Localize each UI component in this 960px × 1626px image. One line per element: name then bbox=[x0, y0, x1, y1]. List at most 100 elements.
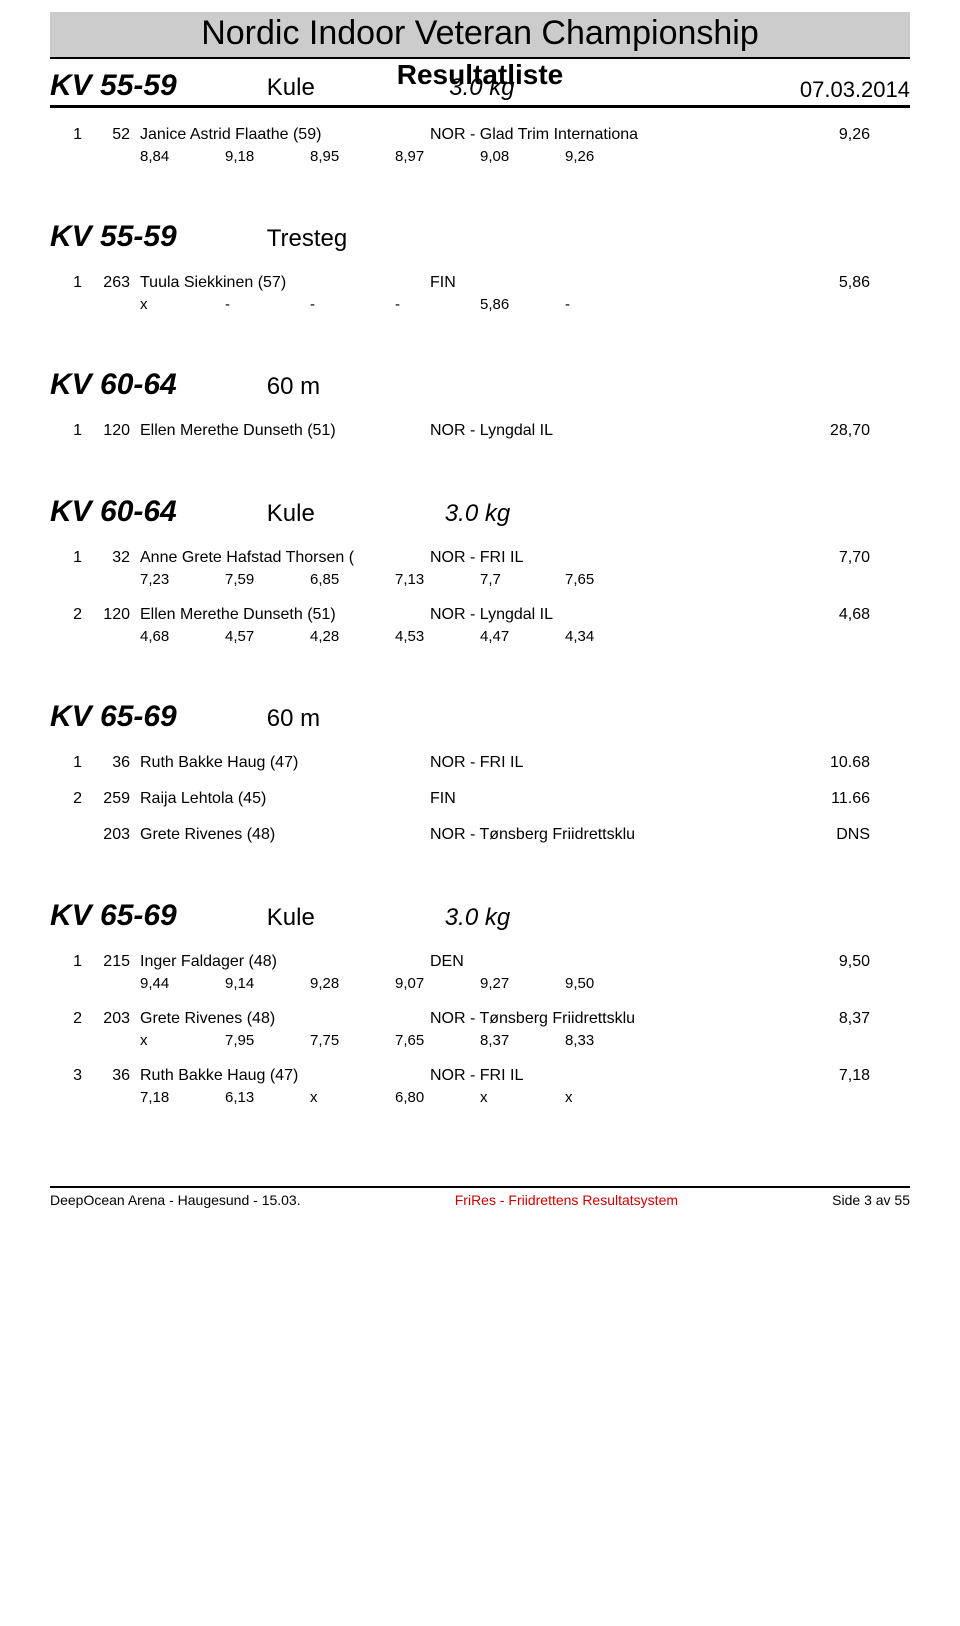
result-mark: 7,18 bbox=[730, 1067, 910, 1085]
result-row: 2259Raija Lehtola (45)FIN11.66 bbox=[50, 790, 910, 808]
result-name: Ruth Bakke Haug (47) bbox=[140, 1067, 430, 1085]
result-club: NOR - Lyngdal IL bbox=[430, 606, 730, 624]
section-head: KV 60-64Kule3.0 kg bbox=[50, 495, 910, 529]
attempt-value: x bbox=[480, 1089, 565, 1106]
event-name: 60 m bbox=[267, 705, 320, 732]
result-name: Ellen Merethe Dunseth (51) bbox=[140, 422, 430, 440]
attempt-value: 7,95 bbox=[225, 1032, 310, 1049]
event-name: Kule bbox=[267, 904, 315, 931]
result-place: 1 bbox=[50, 549, 90, 567]
attempt-value: - bbox=[395, 296, 480, 313]
section-head: KV 65-69 60 m bbox=[50, 700, 910, 734]
result-bib: 203 bbox=[90, 1010, 140, 1028]
first-section-rows: 152Janice Astrid Flaathe (59)NOR - Glad … bbox=[50, 126, 910, 165]
class-label: KV 65-69 bbox=[50, 700, 177, 734]
result-row: 1263Tuula Siekkinen (57)FIN5,86 bbox=[50, 274, 910, 292]
attempts-row: x7,957,757,658,378,33 bbox=[50, 1032, 910, 1049]
attempt-value: 7,65 bbox=[395, 1032, 480, 1049]
attempt-value: 8,84 bbox=[140, 148, 225, 165]
attempt-value: 8,37 bbox=[480, 1032, 565, 1049]
attempt-value: - bbox=[565, 296, 650, 313]
result-name: Anne Grete Hafstad Thorsen ( bbox=[140, 549, 430, 567]
attempt-value: 9,07 bbox=[395, 975, 480, 992]
attempt-value: x bbox=[310, 1089, 395, 1106]
section-rows: 132Anne Grete Hafstad Thorsen (NOR - FRI… bbox=[50, 549, 910, 645]
result-place: 2 bbox=[50, 606, 90, 624]
attempt-value: 7,18 bbox=[140, 1089, 225, 1106]
footer-center: FriRes - Friidrettens Resultatsystem bbox=[455, 1192, 678, 1208]
attempt-value: 7,23 bbox=[140, 571, 225, 588]
event-name: Tresteg bbox=[267, 225, 347, 252]
result-mark: 11.66 bbox=[730, 790, 910, 808]
result-mark: 4,68 bbox=[730, 606, 910, 624]
result-mark: 8,37 bbox=[730, 1010, 910, 1028]
event-name: Kule bbox=[267, 500, 315, 527]
subheader: Resultatliste KV 55-59 Kule 3.0 kg 07.03… bbox=[50, 59, 910, 108]
result-mark: 28,70 bbox=[730, 422, 910, 440]
result-club: NOR - Tønsberg Friidrettsklu bbox=[430, 1010, 730, 1028]
result-club: NOR - Lyngdal IL bbox=[430, 422, 730, 440]
result-mark: 5,86 bbox=[730, 274, 910, 292]
result-club: DEN bbox=[430, 953, 730, 971]
attempt-value: 4,53 bbox=[395, 628, 480, 645]
attempt-value: 8,95 bbox=[310, 148, 395, 165]
attempt-value: 4,57 bbox=[225, 628, 310, 645]
result-bib: 203 bbox=[90, 826, 140, 844]
result-row: 132Anne Grete Hafstad Thorsen (NOR - FRI… bbox=[50, 549, 910, 567]
attempt-value: 4,34 bbox=[565, 628, 650, 645]
result-row: 136Ruth Bakke Haug (47)NOR - FRI IL10.68 bbox=[50, 754, 910, 772]
result-club: NOR - FRI IL bbox=[430, 549, 730, 567]
class-label: KV 60-64 bbox=[50, 368, 177, 402]
section-head: KV 55-59Tresteg bbox=[50, 220, 910, 254]
result-row: 2120Ellen Merethe Dunseth (51)NOR - Lyng… bbox=[50, 606, 910, 624]
result-mark: 9,26 bbox=[730, 126, 910, 144]
result-place: 3 bbox=[50, 1067, 90, 1085]
result-name: Raija Lehtola (45) bbox=[140, 790, 430, 808]
attempt-value: 4,47 bbox=[480, 628, 565, 645]
result-club: NOR - FRI IL bbox=[430, 1067, 730, 1085]
result-bib: 215 bbox=[90, 953, 140, 971]
header-date: 07.03.2014 bbox=[800, 77, 910, 103]
result-bib: 32 bbox=[90, 549, 140, 567]
footer: DeepOcean Arena - Haugesund - 15.03. Fri… bbox=[50, 1186, 910, 1208]
attempt-value: 8,97 bbox=[395, 148, 480, 165]
subtitle: Resultatliste bbox=[397, 59, 564, 91]
attempt-value: 9,44 bbox=[140, 975, 225, 992]
section-rows: 1263Tuula Siekkinen (57)FIN5,86x---5,86- bbox=[50, 274, 910, 313]
attempt-value: 7,75 bbox=[310, 1032, 395, 1049]
footer-right: Side 3 av 55 bbox=[832, 1192, 910, 1208]
result-club: FIN bbox=[430, 790, 730, 808]
attempt-value: x bbox=[565, 1089, 650, 1106]
sections-container: KV 55-59Tresteg1263Tuula Siekkinen (57)F… bbox=[50, 220, 910, 1106]
attempt-value: 7,59 bbox=[225, 571, 310, 588]
result-name: Tuula Siekkinen (57) bbox=[140, 274, 430, 292]
result-bib: 259 bbox=[90, 790, 140, 808]
result-bib: 263 bbox=[90, 274, 140, 292]
result-place: 2 bbox=[50, 790, 90, 808]
result-row: 336Ruth Bakke Haug (47)NOR - FRI IL7,18 bbox=[50, 1067, 910, 1085]
class-label: KV 65-69 bbox=[50, 899, 177, 933]
event-spec: 3.0 kg bbox=[445, 904, 510, 931]
attempt-value: 6,13 bbox=[225, 1089, 310, 1106]
attempt-value: - bbox=[225, 296, 310, 313]
result-place: 1 bbox=[50, 126, 90, 144]
attempt-value: 9,50 bbox=[565, 975, 650, 992]
result-club: NOR - FRI IL bbox=[430, 754, 730, 772]
result-mark: 10.68 bbox=[730, 754, 910, 772]
result-mark: DNS bbox=[730, 826, 910, 844]
result-place: 1 bbox=[50, 754, 90, 772]
result-mark: 9,50 bbox=[730, 953, 910, 971]
result-name: Grete Rivenes (48) bbox=[140, 826, 430, 844]
result-row: 1215Inger Faldager (48)DEN9,50 bbox=[50, 953, 910, 971]
result-club: FIN bbox=[430, 274, 730, 292]
result-row: 2203Grete Rivenes (48)NOR - Tønsberg Fri… bbox=[50, 1010, 910, 1028]
result-name: Ruth Bakke Haug (47) bbox=[140, 754, 430, 772]
page-title: Nordic Indoor Veteran Championship bbox=[50, 12, 910, 57]
first-event-name: Kule bbox=[267, 74, 315, 101]
attempt-value: 6,85 bbox=[310, 571, 395, 588]
result-row: 152Janice Astrid Flaathe (59)NOR - Glad … bbox=[50, 126, 910, 144]
attempt-value: 5,86 bbox=[480, 296, 565, 313]
section-head: KV 65-69 Kule 3.0 kg bbox=[50, 899, 910, 933]
result-place: 1 bbox=[50, 422, 90, 440]
attempt-value: 9,18 bbox=[225, 148, 310, 165]
